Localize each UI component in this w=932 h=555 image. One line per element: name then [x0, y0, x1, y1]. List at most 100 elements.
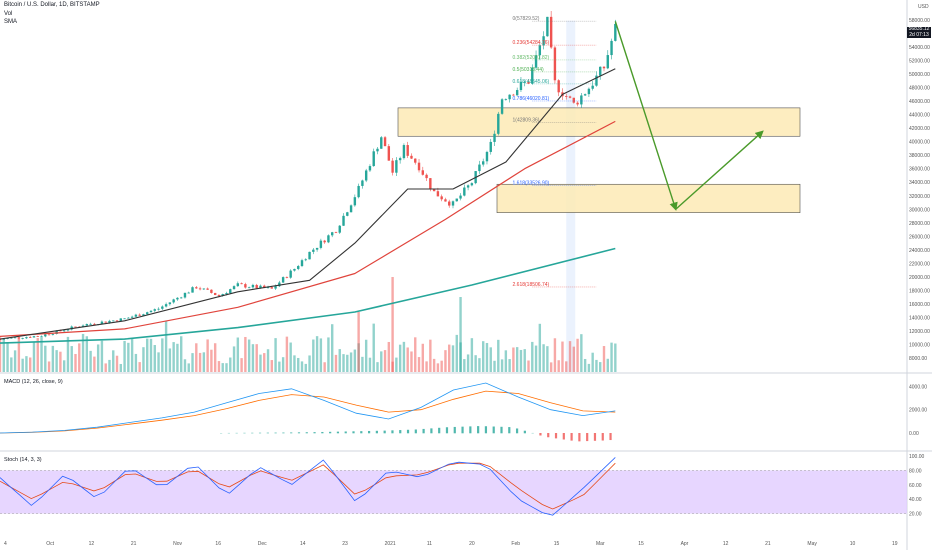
candle-body — [282, 277, 284, 282]
macd-histogram-bar — [438, 428, 440, 433]
volume-bar — [554, 338, 556, 372]
macd-histogram-bar — [337, 432, 339, 434]
volume-bar — [74, 354, 76, 372]
volume-bar — [505, 350, 507, 372]
candle-body — [448, 202, 450, 206]
volume-bar — [459, 297, 461, 372]
support-zone[interactable] — [497, 184, 800, 212]
volume-bar — [422, 344, 424, 372]
price-tick-label: 22000.00 — [909, 261, 930, 267]
candle-body — [342, 216, 344, 226]
candle-body — [437, 191, 439, 196]
volume-bar — [501, 359, 503, 372]
volume-bar — [440, 361, 442, 372]
macd-histogram-bar — [399, 430, 401, 433]
time-tick-label: Feb — [511, 541, 520, 547]
price-tick-label: 8000.00 — [909, 356, 927, 362]
macd-histogram-bar — [313, 432, 315, 433]
volume-bar — [218, 361, 220, 372]
candle-body — [497, 114, 499, 134]
macd-tick-label: 2000.00 — [909, 408, 927, 414]
candle-body — [33, 336, 35, 337]
macd-histogram-bar — [454, 427, 456, 433]
price-tick-label: 50000.00 — [909, 72, 930, 78]
candle-body — [569, 96, 571, 97]
macd-histogram-bar — [360, 431, 362, 433]
volume-bar — [301, 361, 303, 372]
candle-body — [210, 290, 212, 293]
candle-body — [323, 241, 325, 243]
macd-histogram-bar — [376, 431, 378, 433]
macd-histogram-bar — [563, 433, 565, 439]
volume-bar — [172, 342, 174, 372]
candle-body — [271, 287, 273, 288]
volume-bar — [199, 353, 201, 372]
volume-bar — [86, 336, 88, 372]
candle-body — [610, 41, 612, 55]
volume-bar — [67, 337, 69, 372]
volume-bar — [542, 344, 544, 372]
volume-bar — [127, 343, 129, 372]
volume-bar — [293, 355, 295, 372]
candle-body — [482, 161, 484, 164]
candle-body — [490, 142, 492, 152]
fib-level-label: 1(42809.36) — [513, 118, 540, 124]
volume-bar — [52, 346, 54, 372]
volume-bar — [312, 340, 314, 372]
candle-body — [361, 180, 363, 185]
candle-body — [331, 232, 333, 235]
candle-body — [248, 287, 250, 288]
volume-bar — [531, 342, 533, 372]
volume-bar — [305, 364, 307, 372]
fib-level-label: 0.382(52091.82) — [513, 55, 550, 61]
time-tick-label: Nov — [173, 541, 182, 547]
macd-histogram-bar — [493, 427, 495, 434]
volume-bar — [486, 343, 488, 372]
volume-bar — [14, 350, 16, 372]
resistance-zone[interactable] — [398, 108, 800, 136]
candle-body — [467, 185, 469, 187]
candle-body — [312, 250, 314, 252]
volume-bar — [237, 338, 239, 372]
candle-body — [172, 299, 174, 302]
volume-bar — [244, 337, 246, 372]
volume-bar — [471, 338, 473, 372]
candle-body — [63, 330, 65, 331]
volume-bar — [3, 339, 5, 372]
time-tick-label: 2021 — [385, 541, 396, 547]
volume-bar — [497, 340, 499, 372]
stoch-tick-label: 80.00 — [909, 468, 922, 474]
candle-body — [414, 159, 416, 163]
last-price-countdown: 2d 07:13 — [907, 33, 931, 39]
macd-histogram-bar — [594, 433, 596, 441]
candle-body — [357, 186, 359, 197]
volume-bar — [21, 359, 23, 372]
volume-bar — [278, 362, 280, 372]
candle-body — [165, 304, 167, 306]
candle-body — [116, 320, 118, 321]
volume-bar — [437, 363, 439, 372]
macd-histogram-bar — [469, 426, 471, 433]
candle-body — [539, 45, 541, 55]
candle-body — [150, 311, 152, 312]
candle-body — [240, 283, 242, 284]
volume-bar — [418, 357, 420, 372]
volume-bar — [576, 339, 578, 372]
price-tick-label: 52000.00 — [909, 59, 930, 65]
price-tick-label: 48000.00 — [909, 86, 930, 92]
candle-body — [599, 67, 601, 76]
macd-histogram-bar — [430, 428, 432, 433]
macd-histogram-bar — [384, 431, 386, 434]
macd-histogram-bar — [516, 428, 518, 433]
candle-body — [418, 163, 420, 171]
price-tick-label: 28000.00 — [909, 221, 930, 227]
volume-bar — [176, 344, 178, 372]
price-tick-label: 18000.00 — [909, 288, 930, 294]
volume-bar — [180, 336, 182, 372]
fib-level-label: 0.5(50318.44) — [513, 67, 544, 73]
candle-body — [21, 338, 23, 339]
price-tick-label: 24000.00 — [909, 248, 930, 254]
candle-body — [456, 199, 458, 202]
volume-bar — [399, 345, 401, 372]
